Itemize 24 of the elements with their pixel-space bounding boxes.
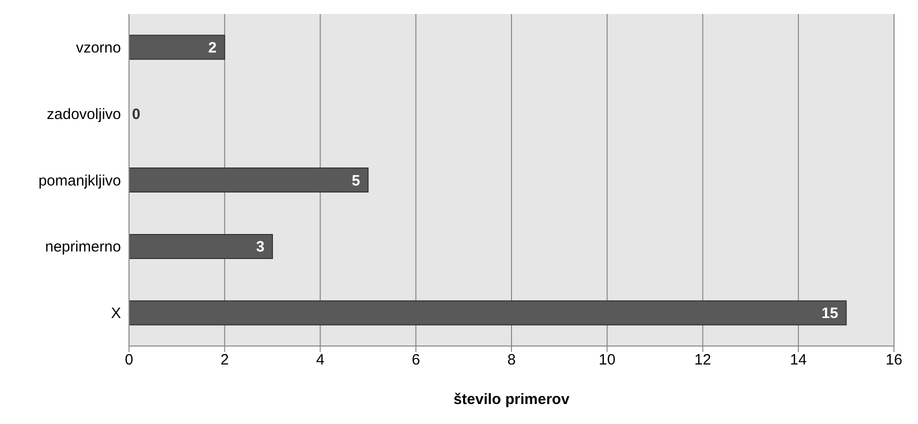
bar [129, 168, 369, 193]
x-tick-label: 2 [220, 352, 229, 369]
bar [129, 234, 273, 259]
y-tick-label: X [110, 305, 121, 322]
data-label: 5 [352, 172, 360, 190]
x-tick-label: 4 [316, 352, 324, 369]
x-tick-label: 8 [507, 352, 516, 369]
data-label: 0 [132, 106, 140, 123]
x-tick-label: 10 [598, 352, 616, 369]
x-tick-label: 6 [412, 352, 420, 369]
y-tick-label: vzorno [76, 40, 121, 57]
data-label: 15 [822, 305, 838, 322]
data-label: 2 [208, 40, 217, 56]
y-tick-label: pomanjkljivo [38, 172, 121, 190]
x-axis-title: število primerov [454, 391, 570, 408]
y-tick-label: zadovoljivo [46, 106, 121, 123]
y-tick-label: neprimerno [45, 238, 121, 256]
bar [129, 300, 847, 326]
bar [129, 34, 226, 60]
x-tick-label: 0 [124, 352, 134, 369]
x-tick-label: 14 [790, 352, 807, 369]
data-label: 3 [256, 238, 264, 256]
x-tick-label: 12 [694, 352, 712, 369]
x-tick-label: 16 [886, 352, 902, 369]
